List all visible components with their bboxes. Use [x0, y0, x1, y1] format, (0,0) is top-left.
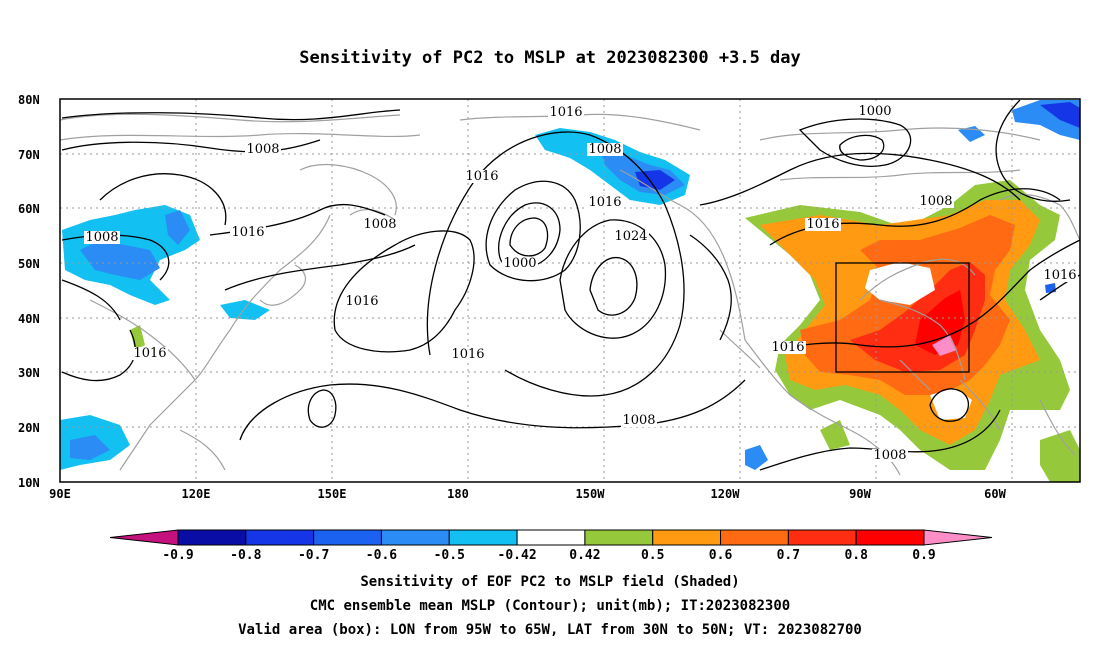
colorbar-segment — [720, 529, 789, 546]
contour-label: 1008 — [84, 230, 120, 245]
contour-labels: 1016 1008 1016 1016 1008 1008 1016 1024 1000 1016… — [84, 104, 1078, 463]
lat-label: 80N — [18, 93, 40, 107]
svg-text:1016: 1016 — [465, 169, 498, 184]
longitude-labels: 90E 120E 150E 180 150W 120W 90W 60W — [49, 487, 1006, 501]
caption-line-1: Sensitivity of EOF PC2 to MSLP field (Sh… — [360, 574, 740, 590]
contour-label: 1016 — [587, 195, 623, 210]
svg-text:1000: 1000 — [858, 104, 891, 119]
colorbar-segment — [516, 529, 586, 546]
contour-label: 1008 — [245, 142, 281, 157]
map-border — [59, 98, 1081, 483]
colorbar-tick-label: -0.7 — [298, 548, 329, 563]
contour-label: 1008 — [621, 413, 657, 428]
colorbar-arrow-low — [109, 529, 179, 546]
svg-text:1008: 1008 — [588, 142, 621, 157]
contour-label: 1016 — [450, 347, 486, 362]
colorbar-tick-label: 0.6 — [709, 548, 733, 563]
colorbar-arrow-high — [923, 529, 993, 546]
colorbar-segment — [245, 529, 315, 546]
svg-text:1016: 1016 — [133, 346, 166, 361]
svg-text:1016: 1016 — [1043, 268, 1076, 283]
colorbar-tick-label: 0.7 — [777, 548, 800, 563]
valid-area-box — [835, 262, 970, 373]
colorbar-tick-label: 0.9 — [912, 548, 935, 563]
contour-label: 1008 — [587, 142, 623, 157]
caption-line-2: CMC ensemble mean MSLP (Contour); unit(m… — [309, 598, 791, 614]
lon-label: 60W — [984, 487, 1006, 501]
mslp-contours — [61, 99, 1080, 471]
caption-line-3: Valid area (box): LON from 95W to 65W, L… — [238, 622, 862, 638]
contour-label: 1016 — [132, 346, 168, 361]
svg-text:1024: 1024 — [614, 229, 647, 244]
contour-label: 1008 — [918, 194, 954, 209]
lat-label: 10N — [18, 476, 40, 490]
lat-label: 70N — [18, 148, 40, 162]
negative-sensitivity-shading — [60, 100, 1080, 470]
colorbar-tick-label: -0.9 — [162, 548, 193, 563]
contour-label: 1016 — [464, 169, 500, 184]
lon-label: 150E — [318, 487, 347, 501]
contour-label: 1000 — [502, 256, 538, 271]
svg-text:1008: 1008 — [919, 194, 952, 209]
colorbar-tick-label: -0.5 — [434, 548, 465, 563]
colorbar-tick-label: -0.8 — [230, 548, 261, 563]
svg-text:1016: 1016 — [806, 217, 839, 232]
svg-text:1016: 1016 — [771, 340, 804, 355]
contour-label: 1016 — [805, 217, 841, 232]
svg-text:1008: 1008 — [363, 217, 396, 232]
colorbar-segment — [652, 529, 722, 546]
contour-label: 1016 — [230, 225, 266, 240]
lon-label: 120W — [711, 487, 741, 501]
svg-text:1008: 1008 — [85, 230, 118, 245]
svg-text:1008: 1008 — [622, 413, 655, 428]
svg-text:1008: 1008 — [246, 142, 279, 157]
lat-label: 20N — [18, 421, 40, 435]
contour-label: 1016 — [548, 105, 584, 120]
lat-label: 30N — [18, 366, 40, 380]
svg-text:1016: 1016 — [345, 294, 378, 309]
contour-label: 1024 — [613, 229, 649, 244]
colorbar-tick-label: 0.5 — [641, 548, 664, 563]
lon-label: 120E — [182, 487, 211, 501]
colorbar-segment — [313, 529, 382, 546]
svg-text:1000: 1000 — [503, 256, 536, 271]
colorbar-tick-label: -0.6 — [366, 548, 397, 563]
colorbar-segment — [855, 529, 925, 546]
contour-label: 1008 — [362, 217, 398, 232]
contour-label: 1008 — [872, 448, 908, 463]
colorbar-tick-label: 0.8 — [844, 548, 868, 563]
lon-label: 180 — [447, 487, 469, 501]
lon-label: 150W — [576, 487, 606, 501]
colorbar: -0.9 -0.8 -0.7 -0.6 -0.5 -0.42 0.42 0.5 0.6 0.7 0.… — [109, 529, 993, 563]
colorbar-segment — [380, 529, 450, 546]
lat-label: 40N — [18, 312, 40, 326]
coastlines — [60, 113, 1080, 476]
lat-label: 50N — [18, 257, 40, 271]
colorbar-segment — [787, 529, 857, 546]
contour-label: 1016 — [770, 340, 806, 355]
colorbar-segment — [177, 529, 247, 546]
svg-text:1016: 1016 — [451, 347, 484, 362]
colorbar-segment — [584, 529, 654, 546]
contour-label: 1016 — [344, 294, 380, 309]
colorbar-tick-label: -0.42 — [498, 548, 537, 563]
contour-label: 1016 — [1042, 268, 1078, 283]
colorbar-tick-label: 0.42 — [569, 548, 600, 563]
lat-label: 60N — [18, 202, 40, 216]
latitude-labels: 80N 70N 60N 50N 40N 30N 20N 10N — [18, 93, 40, 490]
contour-label: 1000 — [857, 104, 893, 119]
svg-text:1016: 1016 — [549, 105, 582, 120]
svg-text:1016: 1016 — [231, 225, 264, 240]
colorbar-segment — [448, 529, 518, 546]
map-title: Sensitivity of PC2 to MSLP at 2023082300… — [299, 48, 801, 68]
svg-text:1016: 1016 — [588, 195, 621, 210]
svg-text:1008: 1008 — [873, 448, 906, 463]
lon-label: 90W — [849, 487, 871, 501]
lon-label: 90E — [49, 487, 71, 501]
